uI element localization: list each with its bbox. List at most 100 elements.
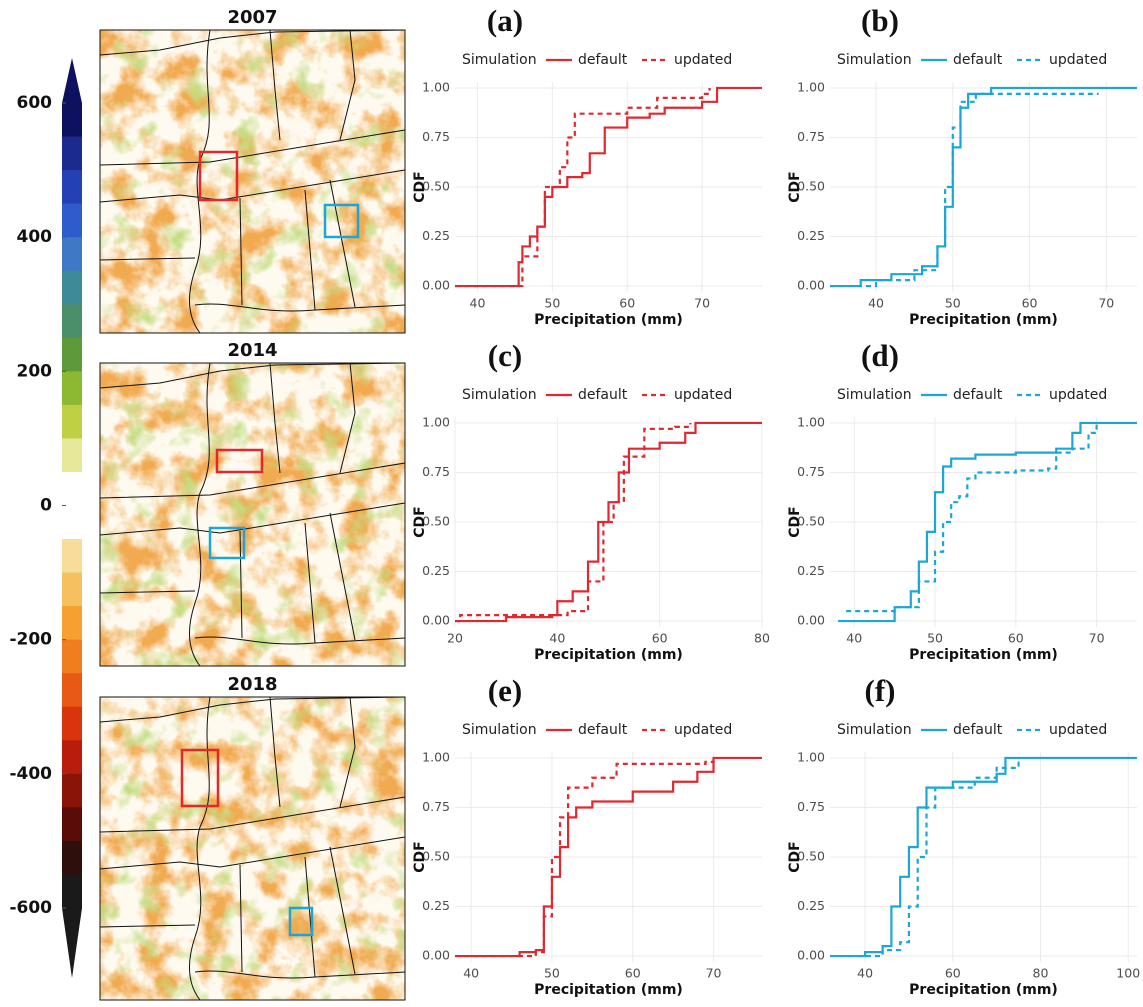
y-tick-label: 0.75 <box>797 799 825 814</box>
x-tick-label: 70 <box>1098 296 1114 311</box>
x-tick-label: 40 <box>868 296 884 311</box>
box <box>198 150 239 202</box>
colorbar-label: -400 <box>9 764 52 784</box>
y-axis-title: CDF <box>412 506 428 537</box>
x-tick-label: 70 <box>694 296 710 311</box>
x-tick-label: 100 <box>1116 966 1140 981</box>
colorbar-label: -200 <box>9 630 52 650</box>
legend-label: updated <box>674 387 732 403</box>
y-tick-label: 1.00 <box>422 414 450 429</box>
map-frame <box>99 29 406 334</box>
cdf-line <box>455 86 762 288</box>
colorbar-label: 400 <box>17 227 53 247</box>
y-tick-label: 0.75 <box>422 799 450 814</box>
x-tick-label: 80 <box>754 631 770 646</box>
y-tick-label: 0.00 <box>797 948 825 963</box>
panel-title: (b) <box>861 3 899 38</box>
x-tick-label: 50 <box>544 966 560 981</box>
map-title: 2007 <box>227 7 277 28</box>
y-tick-label: 0.75 <box>422 464 450 479</box>
x-tick-label: 60 <box>1008 631 1024 646</box>
map-title: 2014 <box>227 340 277 361</box>
panel-title: (a) <box>487 3 523 38</box>
colorbar-label: 600 <box>17 93 53 113</box>
colorbar-label: 200 <box>17 361 53 381</box>
x-axis-title: Precipitation (mm) <box>534 647 683 663</box>
region-boxes <box>180 150 360 937</box>
y-tick-label: 0.00 <box>422 613 450 628</box>
y-tick-label: 0.50 <box>797 179 825 194</box>
colorbar-segment <box>62 371 82 406</box>
colorbar-segment <box>62 773 82 808</box>
panel-title: (e) <box>488 673 522 708</box>
y-tick-label: 1.00 <box>422 79 450 94</box>
colorbar-segment <box>62 740 82 775</box>
x-axis-title: Precipitation (mm) <box>909 982 1058 998</box>
x-tick-label: 40 <box>463 966 479 981</box>
panel-title: (c) <box>488 338 522 373</box>
x-tick-label: 70 <box>1089 631 1105 646</box>
cdf-line <box>455 757 715 958</box>
y-tick-label: 1.00 <box>797 749 825 764</box>
x-tick-label: 40 <box>846 631 862 646</box>
y-tick-label: 0.00 <box>422 948 450 963</box>
colorbar-segment <box>62 203 82 238</box>
colorbar-segment <box>62 404 82 439</box>
colorbar-segment <box>62 103 82 138</box>
legend-title: Simulation <box>462 52 537 68</box>
cdf-line <box>830 757 1020 958</box>
x-tick-label: 60 <box>625 966 641 981</box>
maps <box>99 29 406 1001</box>
colorbar-segment <box>62 505 82 540</box>
y-tick-label: 0.25 <box>797 898 825 913</box>
map-frame <box>99 696 406 1001</box>
colorbar-segment <box>62 170 82 205</box>
x-axis-title: Precipitation (mm) <box>534 982 683 998</box>
x-tick-label: 60 <box>1022 296 1038 311</box>
cdf-line <box>455 87 711 288</box>
cdf-line <box>830 92 1099 288</box>
legend-label: updated <box>674 722 732 738</box>
legend-label: default <box>578 387 628 403</box>
x-axis-title: Precipitation (mm) <box>534 312 683 328</box>
legend-title: Simulation <box>837 387 912 403</box>
colorbar-segment <box>62 807 82 842</box>
box <box>323 203 360 239</box>
x-tick-label: 40 <box>857 966 873 981</box>
y-axis-title: CDF <box>412 171 428 202</box>
cdf-line <box>455 422 692 623</box>
y-tick-label: 0.00 <box>422 278 450 293</box>
legend-label: updated <box>1049 52 1107 68</box>
y-tick-label: 0.50 <box>797 514 825 529</box>
x-axis-title: Precipitation (mm) <box>909 312 1058 328</box>
x-tick-label: 70 <box>706 966 722 981</box>
colorbar-segment <box>62 136 82 171</box>
box <box>215 448 264 474</box>
colorbar-segment <box>62 237 82 272</box>
y-axis-title: CDF <box>787 506 803 537</box>
y-tick-label: 0.25 <box>797 563 825 578</box>
y-tick-label: 0.00 <box>797 613 825 628</box>
legend-title: Simulation <box>837 722 912 738</box>
legend-label: updated <box>674 52 732 68</box>
legend-label: default <box>578 722 628 738</box>
x-axis-title: Precipitation (mm) <box>909 647 1058 663</box>
legend-label: updated <box>1049 722 1107 738</box>
cdf-line <box>838 421 1137 623</box>
colorbar-extend <box>62 58 82 103</box>
y-tick-label: 1.00 <box>797 414 825 429</box>
y-tick-label: 0.25 <box>422 228 450 243</box>
x-tick-label: 50 <box>945 296 961 311</box>
colorbar-extend <box>62 908 82 978</box>
cdf-line <box>455 421 762 623</box>
y-tick-label: 0.50 <box>422 849 450 864</box>
x-tick-label: 80 <box>1033 966 1049 981</box>
colorbar-segment <box>62 539 82 574</box>
legend-title: Simulation <box>837 52 912 68</box>
colorbar-segment <box>62 471 82 506</box>
x-tick-label: 60 <box>652 631 668 646</box>
legend-label: default <box>953 722 1003 738</box>
y-axis-title: CDF <box>787 841 803 872</box>
y-tick-label: 0.75 <box>797 129 825 144</box>
